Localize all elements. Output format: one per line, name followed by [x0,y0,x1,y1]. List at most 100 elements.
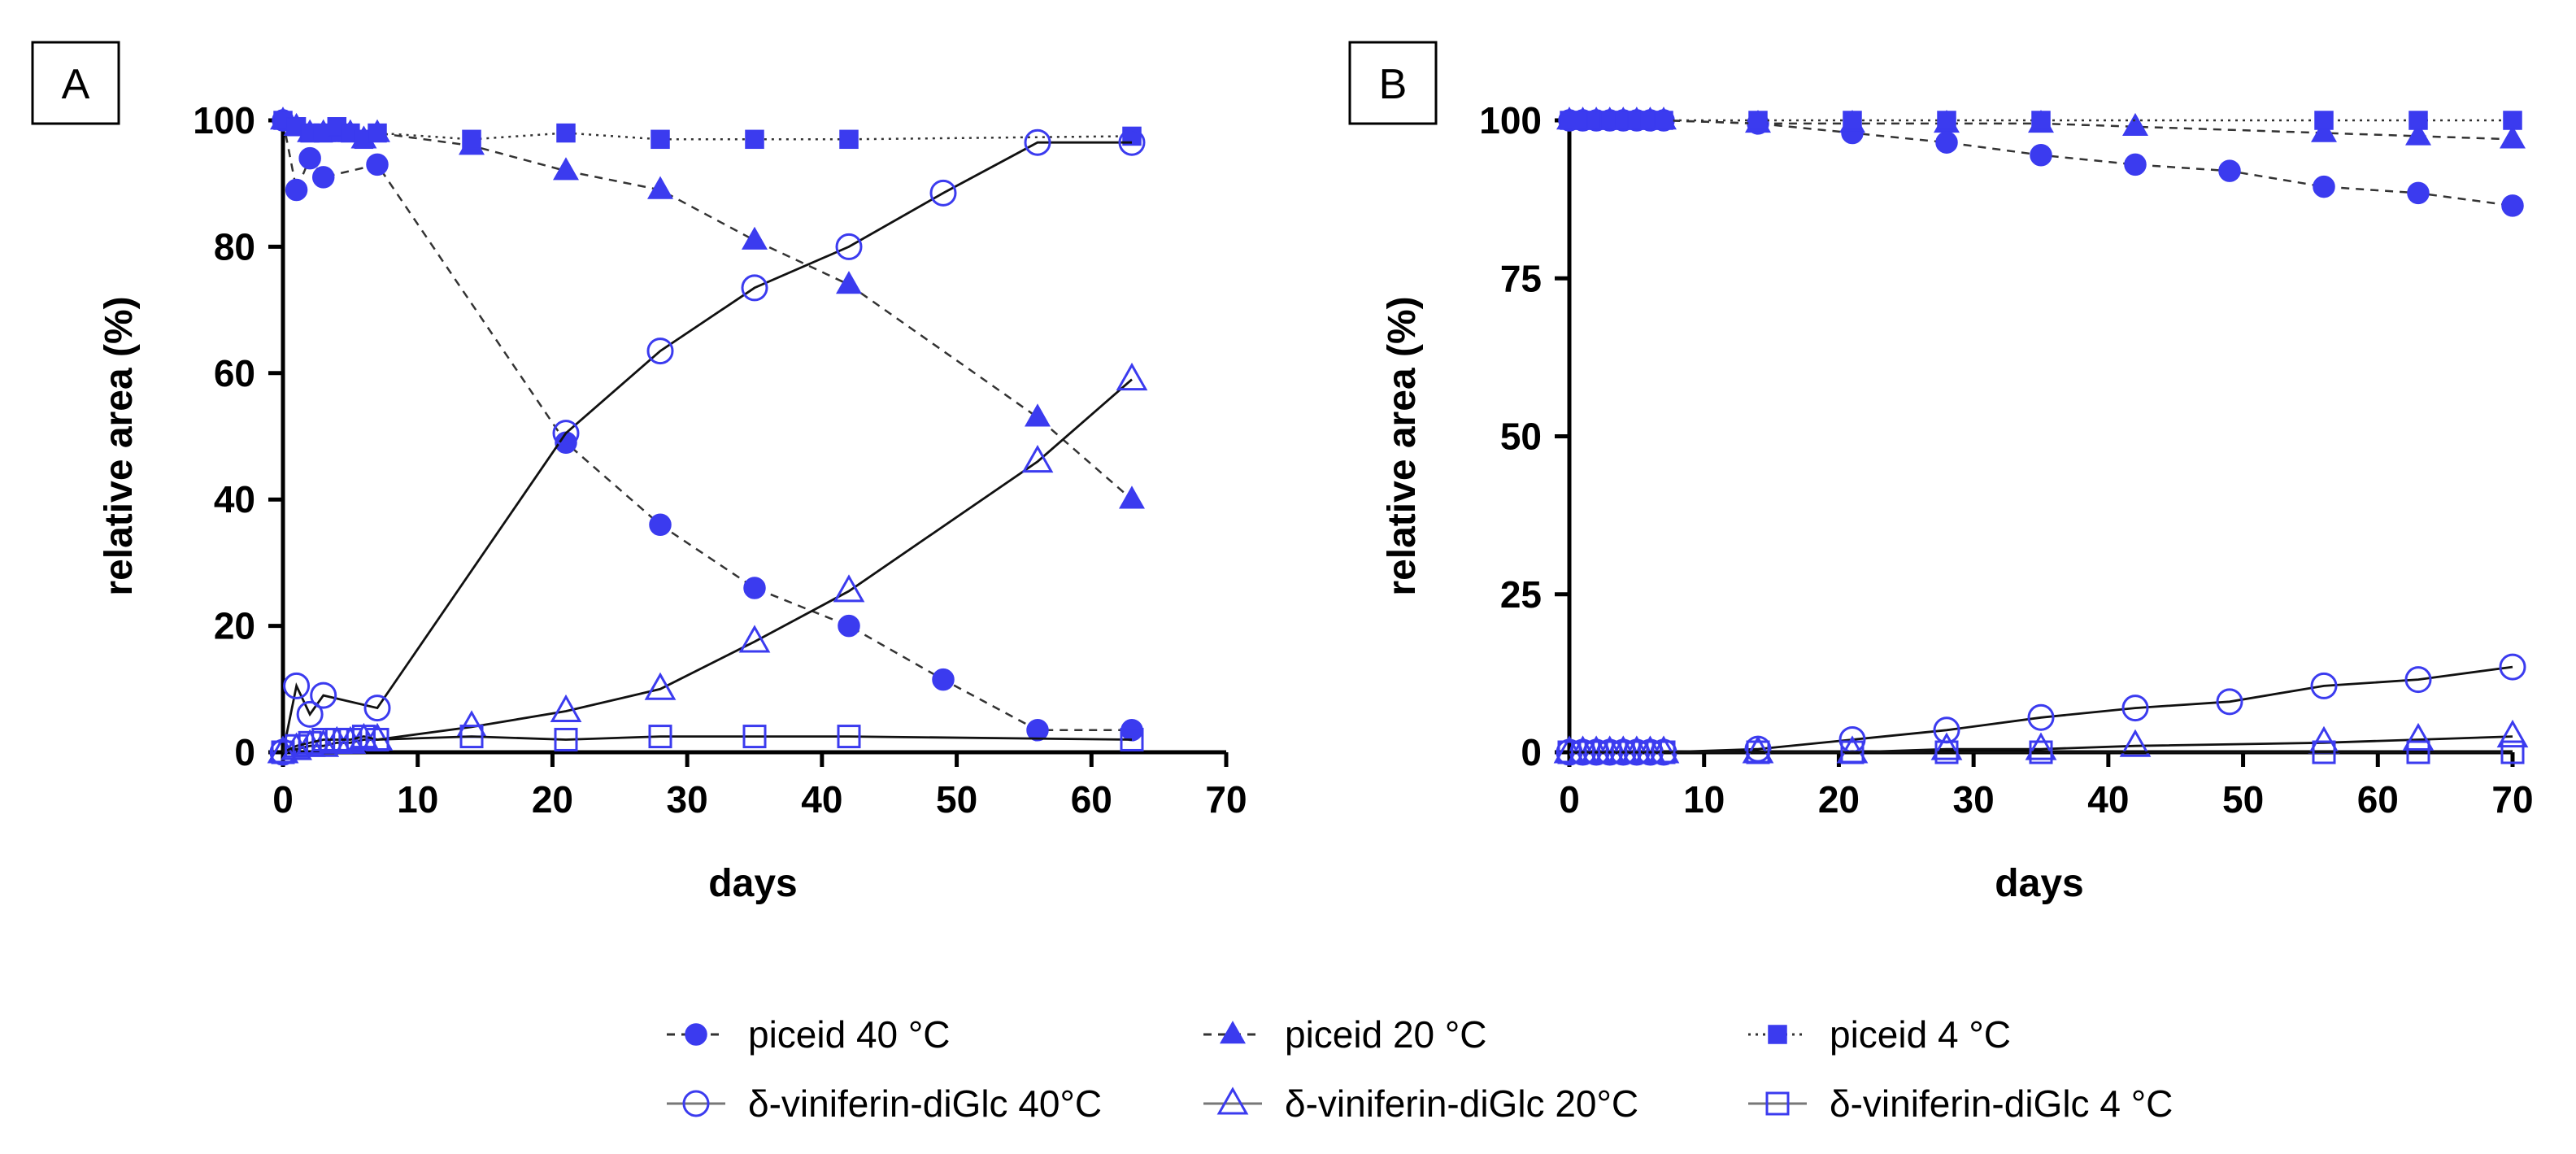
panel-a-x-tick-label: 70 [1205,778,1247,821]
panel-a-point-piceid-20-c [647,176,673,199]
panel-a-point-delta-viniferin-diglc-20c [644,672,677,700]
panel-b-point-piceid-4-c [2503,111,2522,130]
legend-label: δ-viniferin-diGlc 20°C [1285,1082,1638,1125]
panel-a-line-piceid-40-c [281,120,1132,732]
panel-b-x-tick-label: 30 [1953,778,1995,821]
panel-b-point-piceid-4-c [1654,111,1673,130]
panel-a-point-delta-viniferin-diglc-40c [1024,128,1051,156]
panel-a-point-delta-viniferin-diglc-20c [1116,362,1148,391]
panel-a-series-piceid-40-c [272,109,1143,742]
panel-a-x-tick-label: 50 [936,778,977,821]
panel-b-point-delta-viniferin-diglc-40c [2121,695,2149,722]
panel-a-point-delta-viniferin-diglc-40c [929,179,957,207]
panel-a-y-tick-label: 100 [193,99,255,142]
panel-b-x-tick-label: 20 [1818,778,1860,821]
legend-item-piceid-40-c: piceid 40 °C [667,1013,951,1056]
panel-b-point-piceid-20-c [2500,125,2526,149]
panel-b-point-delta-viniferin-diglc-4-c [1598,740,1622,764]
panel-b-point-piceid-40-c [2407,181,2430,205]
legend-item-delta-viniferin-diglc-4-c: δ-viniferin-diGlc 4 °C [1748,1082,2173,1125]
panel-a-point-piceid-4-c [556,123,576,143]
panel-b-x-tick-label: 0 [1559,778,1580,821]
panel-b-x-tick-label: 40 [2087,778,2129,821]
panel-b-point-piceid-20-c [2311,119,2337,142]
panel-a-y-tick-label: 40 [214,478,255,520]
panel-a-point-piceid-40-c [311,166,335,189]
panel-a-point-piceid-20-c [1119,486,1145,509]
legend-label: piceid 20 °C [1285,1013,1487,1056]
panel-b-label: B [1379,61,1408,108]
panel-a-point-delta-viniferin-diglc-4-c [1120,727,1144,751]
panel-b-point-piceid-40-c [2313,175,2335,198]
panel-b-y-tick-label: 0 [1521,731,1542,773]
panel-b-y-axis-title: relative area (%) [1381,296,1424,595]
panel-a-point-delta-viniferin-diglc-20c [833,574,865,603]
panel-a-point-piceid-40-c [366,153,389,176]
panel-b-point-delta-viniferin-diglc-40c [2027,703,2055,731]
panel-b-y-tick-label: 25 [1500,573,1542,616]
panel-a-point-delta-viniferin-diglc-4-c [554,727,578,751]
panel-b-point-delta-viniferin-diglc-4-c [1625,740,1649,764]
panel-a-point-piceid-4-c [368,123,387,143]
panel-a-point-piceid-40-c [838,614,860,638]
panel-a-point-piceid-4-c [462,129,481,150]
panel-a-point-delta-viniferin-diglc-4-c [338,727,363,751]
legend-swatch-marker [1220,1021,1246,1044]
panel-b-point-piceid-4-c [1937,111,1956,130]
panel-a-point-delta-viniferin-diglc-40c [310,682,337,709]
panel-a-point-delta-viniferin-diglc-20c [307,729,340,757]
legend-swatch-marker [1768,1025,1787,1044]
panel-b-x-axis-title: days [1995,862,2083,905]
panel-b-y-tick-label: 50 [1500,416,1542,458]
panel-a-series-delta-viniferin-diglc-4-c [271,725,1144,764]
panel-a-point-delta-viniferin-diglc-4-c [742,725,767,749]
panel-b-point-piceid-40-c [1935,131,1958,154]
panel-a-point-piceid-20-c [553,157,579,181]
panel-b-point-delta-viniferin-diglc-40c [2216,688,2243,716]
panel-b-point-delta-viniferin-diglc-4-c [1746,740,1770,764]
panel-b-point-piceid-40-c [2030,143,2052,167]
panel-b-point-delta-viniferin-diglc-4-c [2500,740,2525,764]
panel-a-y-tick-label: 80 [214,225,255,268]
panel-b-x-tick-label: 50 [2222,778,2264,821]
panel-b-label-box [1348,41,1438,125]
panel-a-series-piceid-4-c [273,111,1142,150]
panel-a-point-piceid-20-c [1025,403,1051,427]
panel-b-point-piceid-4-c [1748,111,1768,130]
panel-a-point-delta-viniferin-diglc-40c [835,233,863,260]
panel-a-x-tick-label: 60 [1071,778,1112,821]
panel-a-line-piceid-20-c [282,119,1133,501]
panel-a-point-delta-viniferin-diglc-40c [363,695,391,722]
legend-swatch-marker [1765,1091,1790,1116]
panel-b-point-piceid-4-c [2408,111,2428,130]
panel-b-point-piceid-4-c [1843,111,1862,130]
panel-a-point-piceid-40-c [743,577,766,599]
panel-a-x-tick-label: 40 [801,778,842,821]
panel-a-x-tick-label: 20 [532,778,573,821]
panel-a-line-delta-viniferin-diglc-4-c [282,735,1133,754]
legend-item-delta-viniferin-diglc-20c: δ-viniferin-diGlc 20°C [1203,1082,1638,1125]
panel-a-series-delta-viniferin-diglc-40c [269,128,1146,766]
legend-item-piceid-20-c: piceid 20 °C [1203,1013,1487,1056]
legend-swatch-marker [1216,1087,1249,1115]
panel-a-x-tick-label: 10 [397,778,438,821]
panel-b-point-piceid-40-c [2218,159,2241,182]
panel-b-point-delta-viniferin-diglc-4-c [1584,740,1608,764]
panel-b-point-delta-viniferin-diglc-4-c [2406,740,2430,764]
panel-b-y-tick-label: 75 [1500,257,1542,299]
panel-b-y-tick-label: 100 [1479,99,1542,142]
panel-a-point-delta-viniferin-diglc-4-c [311,727,336,751]
panel-b-point-delta-viniferin-diglc-4-c [1611,740,1635,764]
panel-a-point-delta-viniferin-diglc-4-c [285,734,309,758]
panel-a-y-tick-label: 20 [214,605,255,647]
legend-label: δ-viniferin-diGlc 40°C [748,1082,1102,1125]
panel-b-point-piceid-4-c [2031,111,2051,130]
panel-a-point-piceid-40-c [932,668,955,691]
panel-a-line-delta-viniferin-diglc-20c [282,378,1133,754]
panel-a-line-delta-viniferin-diglc-40c [281,141,1132,753]
panel-a-y-tick-label: 0 [234,731,255,773]
legend-swatch-marker [685,1023,707,1046]
legend: piceid 40 °C piceid 20 °C piceid 4 °C δ-vin… [667,1013,2173,1125]
panel-a-point-piceid-4-c [651,129,670,150]
panel-b-point-delta-viniferin-diglc-4-c [1934,740,1959,764]
